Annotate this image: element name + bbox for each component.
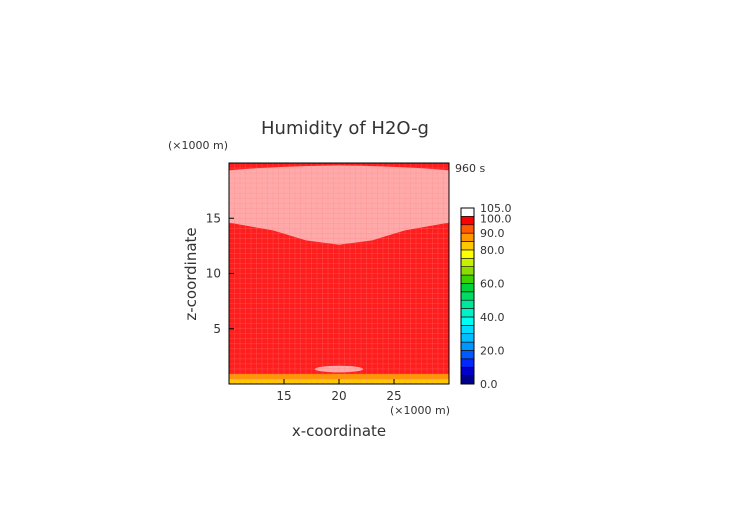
x-tick-label: 25 <box>386 389 401 403</box>
colorbar-label: 105.0 <box>480 202 512 215</box>
colorbar-band <box>460 241 475 251</box>
y-axis-label: z-coordinate <box>182 227 200 320</box>
colorbar-label: 90.0 <box>480 227 505 240</box>
colorbar-band <box>460 366 475 376</box>
colorbar-label: 100.0 <box>480 212 512 225</box>
time-label: 960 s <box>455 162 485 175</box>
grid-lines <box>229 163 449 384</box>
colorbar-label: 0.0 <box>480 378 498 391</box>
colorbar-band <box>460 283 475 293</box>
y-axis-unit: (×1000 m) <box>168 139 228 152</box>
x-tick-label: 20 <box>331 389 346 403</box>
x-axis-unit: (×1000 m) <box>390 404 450 417</box>
x-axis-label: x-coordinate <box>292 422 386 440</box>
colorbar-band <box>460 249 475 259</box>
colorbar-band <box>460 216 475 226</box>
plot-area <box>228 162 450 385</box>
colorbar-band <box>460 341 475 351</box>
colorbar-band <box>460 207 475 217</box>
chart-title: Humidity of H2O-g <box>261 118 429 139</box>
colorbar-band <box>460 350 475 360</box>
colorbar <box>460 207 475 385</box>
x-axis: 15 20 25 <box>276 379 402 403</box>
y-tick-label: 15 <box>206 211 221 225</box>
colorbar-frame <box>460 207 475 385</box>
colorbar-band <box>460 232 475 242</box>
colorbar-label: 40.0 <box>480 311 505 324</box>
colorbar-band <box>460 224 475 234</box>
y-tick-label: 5 <box>213 322 221 336</box>
x-tick-label: 15 <box>276 389 291 403</box>
colorbar-band <box>460 325 475 335</box>
colorbar-label: 20.0 <box>480 344 505 357</box>
colorbar-band <box>460 274 475 284</box>
y-axis: 5 10 15 <box>206 211 234 336</box>
colorbar-label: 60.0 <box>480 277 505 290</box>
colorbar-label: 80.0 <box>480 244 505 257</box>
y-tick-label: 10 <box>206 267 221 281</box>
colorbar-band <box>460 299 475 309</box>
colorbar-band <box>460 333 475 343</box>
colorbar-band <box>460 358 475 368</box>
colorbar-band <box>460 316 475 326</box>
colorbar-band <box>460 257 475 267</box>
colorbar-band <box>460 375 475 385</box>
colorbar-band <box>460 291 475 301</box>
colorbar-band <box>460 308 475 318</box>
colorbar-band <box>460 266 475 276</box>
